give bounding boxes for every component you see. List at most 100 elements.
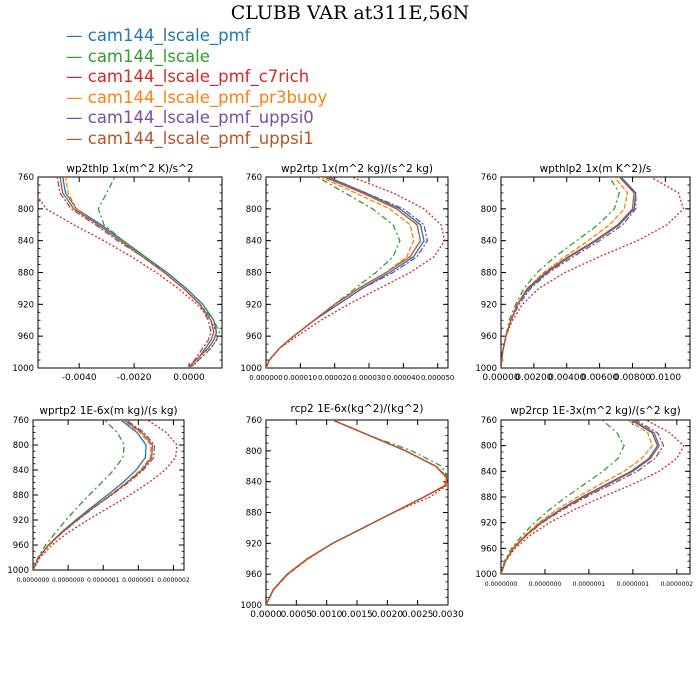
legend-entry: — cam144_lscale_pmf xyxy=(66,26,327,47)
series-line xyxy=(501,420,660,574)
plot-frame xyxy=(500,176,691,369)
y-tick-label: 800 xyxy=(13,441,29,451)
x-tick-label: 0.0000001 xyxy=(87,577,120,584)
y-tick-label: 960 xyxy=(18,332,34,342)
chart-panel: wprtp2 1E-6x(m kg)/(s kg) 760 800 840 880 920… xyxy=(7,405,190,584)
x-tick-label: 0.000050 xyxy=(421,374,454,382)
y-tick-label: 760 xyxy=(481,173,497,183)
legend-entry: — cam144_lscale_pmf_uppsi0 xyxy=(66,108,327,129)
legend-label: cam144_lscale_pmf_pr3buoy xyxy=(87,87,328,107)
legend-swatch: — xyxy=(66,108,88,127)
x-tick-label: 0.000020 xyxy=(318,374,351,382)
x-tick-label: -0.0020 xyxy=(117,373,152,383)
x-tick-label: 0.000010 xyxy=(284,374,317,382)
chart-panel: rcp2 1E-6x(kg^2)/(kg^2) 760 800 840 880 920 96… xyxy=(240,403,464,620)
legend-label: cam144_lscale_pmf_uppsi1 xyxy=(87,128,314,148)
legend-swatch: — xyxy=(66,87,88,107)
legend-label: cam144_lscale xyxy=(87,46,210,66)
plot-frame xyxy=(500,419,691,575)
y-tick-label: 880 xyxy=(13,491,29,501)
x-tick-label: 0.0025 xyxy=(402,610,434,620)
y-tick-label: 920 xyxy=(13,516,29,526)
x-tick-label: 0.0000000 xyxy=(485,581,518,588)
y-tick-label: 840 xyxy=(481,467,497,477)
y-tick-label: 960 xyxy=(246,570,262,580)
x-tick-label: 0.000040 xyxy=(387,374,420,382)
y-tick-label: 960 xyxy=(481,544,497,554)
series-group xyxy=(266,420,448,605)
x-tick-label: 0.0000001 xyxy=(122,577,155,584)
series-line xyxy=(33,420,178,570)
series-group xyxy=(266,177,446,368)
y-tick-label: 800 xyxy=(246,205,262,215)
y-tick-label: 880 xyxy=(18,269,34,279)
y-tick-label: 760 xyxy=(246,416,262,426)
y-tick-label: 760 xyxy=(246,173,262,183)
series-line xyxy=(62,177,218,368)
y-tick-label: 840 xyxy=(246,478,262,488)
x-tick-label: 0.00000 xyxy=(482,373,519,383)
legend-entry: — cam144_lscale_pmf_uppsi1 xyxy=(66,129,327,150)
y-tick-label: 840 xyxy=(18,237,34,247)
legend: — cam144_lscale_pmf — cam144_lscale — ca… xyxy=(66,26,327,149)
y-tick-label: 960 xyxy=(481,332,497,342)
x-tick-label: 0.0015 xyxy=(341,610,373,620)
y-tick-label: 920 xyxy=(246,300,262,310)
y-tick-label: 880 xyxy=(481,493,497,503)
series-line xyxy=(266,177,425,368)
legend-swatch: — xyxy=(66,46,88,66)
x-tick-label: 0.0000000 xyxy=(52,577,85,584)
series-line xyxy=(266,177,446,368)
y-tick-label: 1000 xyxy=(475,364,497,374)
y-tick-label: 960 xyxy=(13,541,29,551)
series-line xyxy=(33,420,154,570)
series-line xyxy=(266,420,447,605)
x-tick-label: 0.00400 xyxy=(548,373,585,383)
y-tick-label: 880 xyxy=(481,269,497,279)
series-line xyxy=(64,177,215,368)
y-tick-label: 800 xyxy=(246,447,262,457)
legend-swatch: — xyxy=(66,128,88,148)
chart-title: rcp2 1E-6x(kg^2)/(kg^2) xyxy=(291,403,424,415)
y-tick-label: 840 xyxy=(481,237,497,247)
y-tick-label: 1000 xyxy=(240,601,262,611)
series-line xyxy=(501,420,625,574)
y-tick-label: 1000 xyxy=(7,566,29,576)
x-tick-label: 0.0030 xyxy=(432,610,464,620)
x-tick-label: 0.0020 xyxy=(372,610,404,620)
x-tick-label: 0.0010 xyxy=(311,610,343,620)
x-tick-label: 0.00800 xyxy=(614,373,651,383)
series-group xyxy=(38,177,221,368)
x-tick-label: 0.0000001 xyxy=(617,581,650,588)
y-tick-label: 1000 xyxy=(240,364,262,374)
series-line xyxy=(266,177,429,368)
y-tick-label: 880 xyxy=(246,269,262,279)
plot-frame xyxy=(265,419,449,606)
y-tick-label: 960 xyxy=(246,332,262,342)
plot-frame xyxy=(37,176,223,369)
y-tick-label: 760 xyxy=(18,173,34,183)
series-line xyxy=(97,177,221,368)
series-line xyxy=(266,177,422,368)
y-tick-label: 1000 xyxy=(12,364,34,374)
series-line xyxy=(501,177,637,368)
x-tick-label: 0.000030 xyxy=(352,374,385,382)
y-tick-label: 760 xyxy=(13,416,29,426)
chart-title: wprtp2 1E-6x(m kg)/(s kg) xyxy=(39,405,177,417)
series-group xyxy=(501,420,685,574)
y-tick-label: 920 xyxy=(18,300,34,310)
series-line xyxy=(33,420,125,570)
chart-panel: wp2thlp 1x(m^2 K)/s^2 760 800 840 880 920 960 1… xyxy=(12,163,223,383)
series-line xyxy=(266,420,448,605)
x-tick-label: 0.00600 xyxy=(581,373,618,383)
series-line xyxy=(266,420,448,605)
series-line xyxy=(501,420,685,574)
series-line xyxy=(56,177,212,368)
x-tick-label: -0.0040 xyxy=(62,373,97,383)
chart-panel: wpthlp2 1x(m K^2)/s 760 800 840 880 920 960 100… xyxy=(475,163,691,383)
series-line xyxy=(266,420,448,605)
y-tick-label: 840 xyxy=(13,466,29,476)
legend-entry: — cam144_lscale xyxy=(66,47,327,68)
series-line xyxy=(501,177,621,368)
